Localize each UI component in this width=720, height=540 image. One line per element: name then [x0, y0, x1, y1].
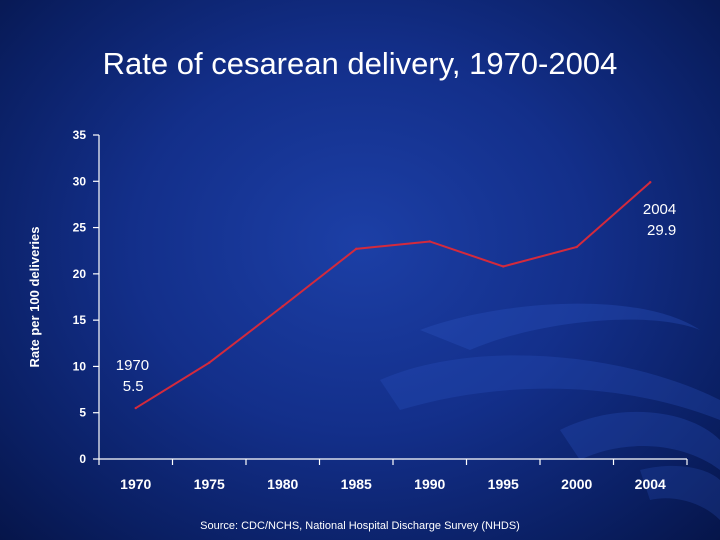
y-tick-label: 5: [79, 406, 86, 420]
annotation-value-label: 5.5: [123, 378, 144, 395]
y-tick-label: 10: [73, 359, 87, 373]
chart-title: Rate of cesarean delivery, 1970-2004: [102, 46, 618, 81]
y-tick-label: 30: [73, 174, 87, 188]
data-point: [355, 247, 358, 251]
data-point: [428, 240, 431, 243]
annotation-year-label: 2004: [643, 201, 676, 218]
x-tick-label: 2004: [635, 476, 666, 492]
x-tick-label: 1970: [120, 476, 151, 492]
x-tick-label: 1990: [414, 476, 445, 492]
series-line: [135, 181, 651, 409]
y-tick-label: 0: [79, 452, 86, 466]
y-tick-label: 15: [73, 313, 87, 327]
data-point: [134, 406, 137, 410]
y-tick-label: 35: [73, 128, 87, 142]
data-point: [281, 305, 284, 308]
y-axis-label: Rate per 100 deliveries: [27, 227, 42, 368]
y-tick-label: 20: [73, 267, 87, 281]
data-point: [208, 361, 211, 364]
data-point: [649, 181, 652, 184]
x-tick-label: 1975: [194, 476, 225, 492]
x-tick-label: 1985: [341, 476, 372, 492]
x-tick-label: 1980: [267, 476, 298, 492]
data-point: [575, 245, 578, 249]
data-point: [502, 265, 505, 268]
y-tick-label: 25: [73, 221, 87, 235]
annotation-value-label: 29.9: [647, 222, 676, 239]
x-tick-label: 2000: [561, 476, 592, 492]
source-note: Source: CDC/NCHS, National Hospital Disc…: [200, 520, 520, 532]
annotation-year-label: 1970: [116, 357, 149, 374]
x-tick-label: 1995: [488, 476, 519, 492]
